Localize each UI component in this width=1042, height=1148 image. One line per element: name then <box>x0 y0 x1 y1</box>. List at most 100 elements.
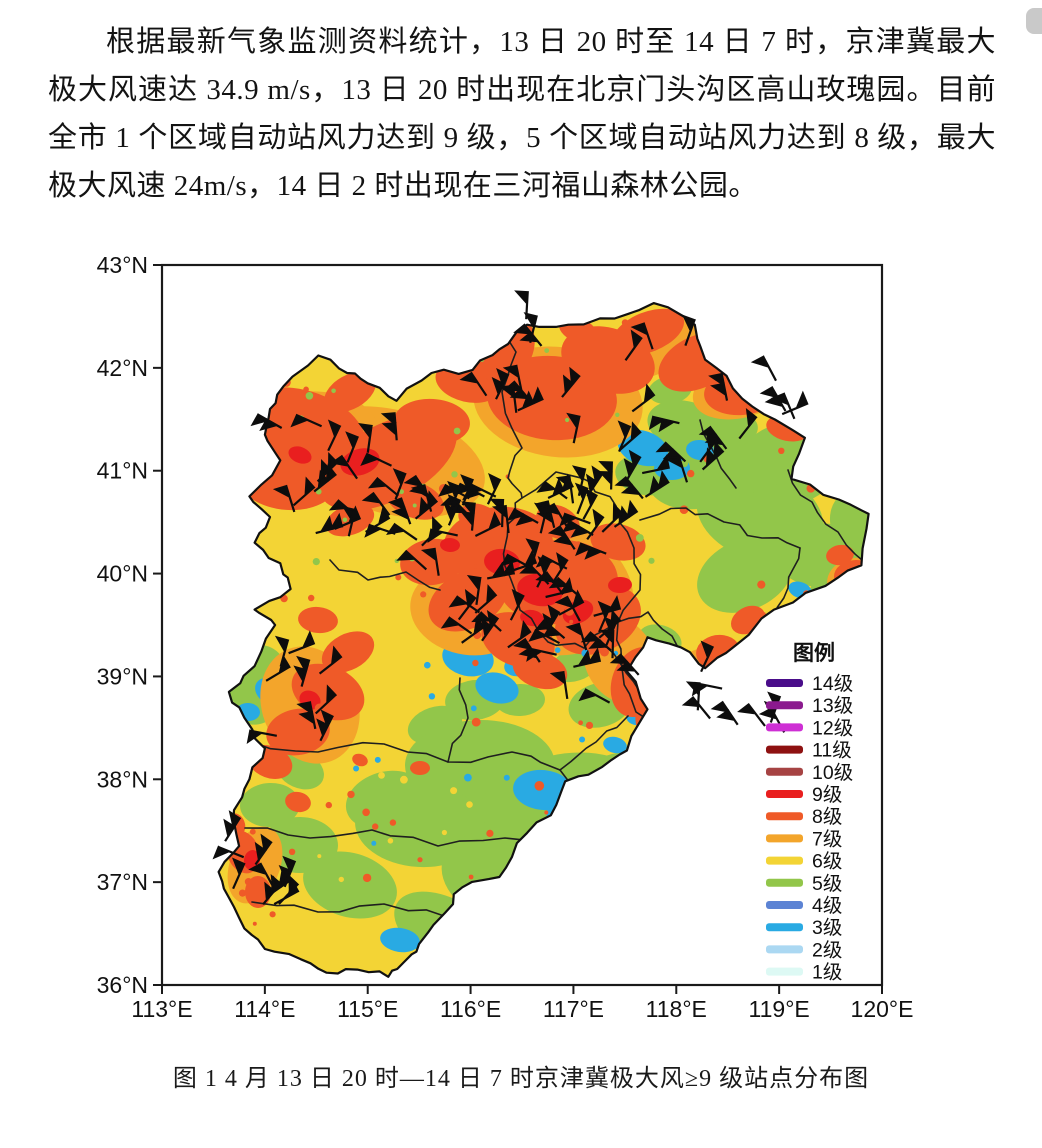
station-dot <box>472 659 479 667</box>
wind-barb <box>630 322 654 350</box>
contour-blob <box>608 576 632 594</box>
station-dot <box>600 647 609 657</box>
wind-barb <box>457 588 477 621</box>
legend-label: 10级 <box>812 762 853 784</box>
wind-barb <box>574 482 589 515</box>
legend-swatch <box>766 701 803 710</box>
station-dot <box>387 838 394 844</box>
legend-swatch <box>766 901 803 909</box>
legend-label: 6级 <box>812 851 842 873</box>
station-dot <box>347 790 355 799</box>
legend-swatch <box>766 812 803 821</box>
lat-tick-label: 39°N <box>97 663 148 689</box>
legend-swatch <box>766 745 803 754</box>
admin-boundary <box>329 559 441 591</box>
wind-barb <box>655 441 687 463</box>
wind-barb <box>296 701 317 730</box>
wind-barb <box>481 609 500 642</box>
station-dot <box>569 619 574 624</box>
wind-barb <box>507 620 532 649</box>
station-dot <box>529 664 534 670</box>
wind-barb <box>609 653 640 676</box>
wind-barb <box>274 635 290 667</box>
station-dot <box>753 487 760 495</box>
wind-barb <box>558 589 585 616</box>
wind-barbs <box>212 290 809 906</box>
lon-tick-label: 115°E <box>337 996 398 1022</box>
wind-barb <box>547 473 575 499</box>
wind-barb <box>710 700 739 726</box>
wind-barb <box>681 314 696 346</box>
legend-label: 8级 <box>812 806 842 828</box>
wind-barb <box>474 584 498 614</box>
lon-tick-label: 114°E <box>234 996 295 1022</box>
station-dot <box>305 902 311 908</box>
station-dot <box>778 447 785 454</box>
station-dot <box>579 736 586 743</box>
wind-barb <box>781 390 809 416</box>
contour-blob <box>240 782 300 828</box>
station-dot <box>428 693 436 700</box>
wind-barb <box>619 421 642 451</box>
station-dot <box>665 428 670 434</box>
station-dot <box>345 656 352 662</box>
wind-barb <box>547 525 576 550</box>
wind-barb <box>386 522 418 541</box>
legend-label: 3级 <box>812 917 842 939</box>
station-dot <box>448 661 456 670</box>
station-dot <box>653 382 659 388</box>
wind-barb <box>486 472 502 505</box>
contour-blob <box>617 429 669 467</box>
wind-barb <box>681 695 711 720</box>
station-dot <box>400 775 408 784</box>
station-dot <box>312 558 320 566</box>
station-dot <box>565 417 570 423</box>
lon-tick-label: 116°E <box>440 996 501 1022</box>
lat-tick-label: 36°N <box>97 972 148 998</box>
wind-distribution-map: 113°E 114°E 115°E 116°E 117°E 118°E 119°E 120°E… <box>97 252 914 1022</box>
contour-blob <box>324 371 376 413</box>
station-dot <box>389 819 397 826</box>
station-dot <box>734 490 741 498</box>
wind-barb <box>685 681 701 711</box>
contour-blob <box>298 606 338 634</box>
wind-barb <box>582 487 599 520</box>
station-dot <box>519 377 529 386</box>
station-dot <box>249 828 256 835</box>
figure-caption: 图 1 4 月 13 日 20 时—14 日 7 时京津冀极大风≥9 级站点分布… <box>172 1066 870 1092</box>
station-dot <box>238 889 247 897</box>
contour-blob <box>697 537 793 613</box>
wind-barb <box>329 454 359 480</box>
wind-barb <box>517 386 544 412</box>
station-dot <box>487 675 494 682</box>
wind-barb <box>367 476 399 497</box>
wind-barb <box>700 640 715 673</box>
wind-barb <box>327 419 342 452</box>
station-dot <box>353 765 360 772</box>
wind-barb <box>315 512 344 535</box>
station-dot <box>625 620 636 631</box>
lat-tick-label: 41°N <box>97 458 148 484</box>
legend-swatch <box>766 856 803 865</box>
legend-label: 4级 <box>812 895 842 917</box>
lat-tick-label: 37°N <box>97 869 148 895</box>
contour-blob <box>611 308 685 356</box>
wind-barb <box>631 383 656 413</box>
wind-barb <box>414 490 439 520</box>
wind-barb <box>427 528 458 543</box>
station-dot <box>634 542 643 551</box>
scrollbar-thumb[interactable] <box>1026 8 1042 34</box>
admin-boundary <box>771 547 801 619</box>
wind-barb <box>623 449 642 482</box>
wind-barb <box>701 440 725 471</box>
wind-barb <box>580 631 612 652</box>
wind-barb <box>486 559 516 580</box>
station-dot <box>466 801 473 808</box>
wind-barb <box>586 508 605 541</box>
wind-barb <box>624 329 643 361</box>
legend-swatch <box>766 923 803 932</box>
legend-label: 14级 <box>812 673 853 695</box>
contour-blob <box>512 650 568 690</box>
wind-barb <box>396 549 428 571</box>
contour-blob <box>410 761 430 775</box>
